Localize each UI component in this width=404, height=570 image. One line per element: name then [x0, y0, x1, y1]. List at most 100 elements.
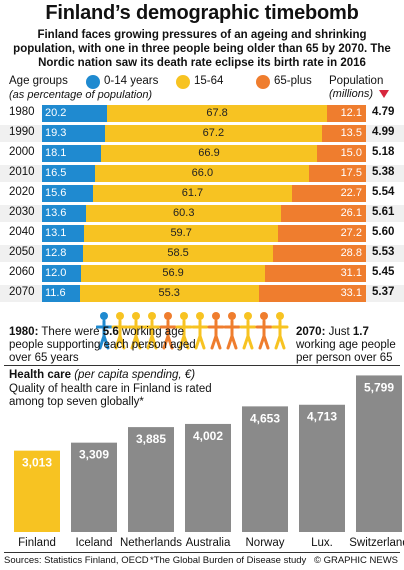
- age-row-2020: 2020 15.6 61.7 22.7 5.54: [0, 185, 404, 202]
- year-label: 2010: [9, 166, 35, 178]
- year-label: 2020: [9, 186, 35, 198]
- legend-swatch-old: [256, 75, 270, 89]
- stat-2070: 2070: Just 1.7 working age people per pe…: [296, 326, 396, 364]
- category-label: Switzerland: [349, 537, 404, 549]
- year-label: 2040: [9, 226, 35, 238]
- person-icon: [207, 312, 225, 350]
- population-unit: (millions): [329, 88, 373, 100]
- old-segment: 22.7: [292, 185, 366, 202]
- year-label: 2050: [9, 246, 35, 258]
- population-value: 5.37: [372, 286, 395, 298]
- person-icon: [223, 312, 241, 350]
- population-value: 4.79: [372, 106, 395, 118]
- old-segment: 12.1: [326, 105, 366, 122]
- working-segment: 56.9: [80, 265, 266, 282]
- person-icon: [255, 312, 273, 350]
- young-segment: 16.5: [42, 165, 96, 182]
- legend-swatch-working: [176, 75, 190, 89]
- working-segment: 66.9: [100, 145, 318, 162]
- category-label: Finland: [18, 537, 56, 549]
- bar: [14, 450, 60, 532]
- bar-value-label: 4,002: [193, 429, 223, 443]
- person-icon: [127, 312, 145, 350]
- young-segment: 11.6: [42, 285, 80, 302]
- old-segment: 28.8: [272, 245, 366, 262]
- bar-value-label: 3,013: [22, 456, 52, 470]
- population-heading: Population (millions): [329, 75, 383, 101]
- category-label: Lux.: [311, 537, 333, 549]
- working-segment: 67.8: [107, 105, 327, 122]
- stat-1980: 1980: There were 5.6 working age people …: [9, 326, 196, 364]
- person-icon: [159, 312, 177, 350]
- bar-value-label: 4,713: [307, 410, 337, 424]
- health-care-note: Quality of health care in Finland is rat…: [9, 383, 212, 408]
- bar: [185, 423, 231, 532]
- year-label: 2000: [9, 146, 35, 158]
- age-row-2040: 2040 13.1 59.7 27.2 5.60: [0, 225, 404, 242]
- bar: [71, 442, 117, 532]
- person-icon: [111, 312, 129, 350]
- category-label: Netherlands: [120, 537, 182, 549]
- legend-label-young: 0-14 years: [104, 75, 159, 87]
- health-spending-chart: 3,013 Finland 3,309 Iceland 3,885 Netherlands…: [14, 375, 404, 549]
- category-label: Norway: [246, 537, 285, 549]
- age-row-1980: 1980 20.2 67.8 12.1 4.79: [0, 105, 404, 122]
- year-label: 1980: [9, 106, 35, 118]
- population-value: 4.99: [372, 126, 395, 138]
- age-row-1990: 1990 19.3 67.2 13.5 4.99: [0, 125, 404, 142]
- section-divider: [4, 365, 400, 366]
- legend-swatch-young: [86, 75, 100, 89]
- page-title: Finland’s demographic timebomb: [45, 2, 359, 24]
- old-segment: 27.2: [277, 225, 366, 242]
- age-row-2060: 2060 12.0 56.9 31.1 5.45: [0, 265, 404, 282]
- population-value: 5.38: [372, 166, 395, 178]
- legend-subheading: (as percentage of population): [9, 89, 153, 101]
- legend-label-working: 15-64: [194, 75, 224, 87]
- bar: [242, 406, 288, 532]
- age-row-2030: 2030 13.6 60.3 26.1 5.61: [0, 205, 404, 222]
- population-value: 5.18: [372, 146, 395, 158]
- bar-value-label: 3,309: [79, 448, 109, 462]
- old-segment: 26.1: [281, 205, 366, 222]
- old-segment: 31.1: [265, 265, 366, 282]
- person-icon: [191, 312, 209, 350]
- person-icon: [175, 312, 193, 350]
- young-segment: 12.0: [42, 265, 81, 282]
- young-segment: 20.2: [42, 105, 108, 122]
- working-segment: 59.7: [84, 225, 278, 242]
- category-label: Iceland: [75, 537, 112, 549]
- year-label: 2060: [9, 266, 35, 278]
- old-segment: 33.1: [258, 285, 366, 302]
- working-segment: 58.5: [83, 245, 273, 262]
- old-segment: 17.5: [309, 165, 366, 182]
- bar: [128, 427, 174, 532]
- person-icon: [239, 312, 257, 350]
- population-value: 5.54: [372, 186, 395, 198]
- working-segment: 67.2: [104, 125, 323, 142]
- bar-value-label: 3,885: [136, 432, 166, 446]
- bar: [299, 404, 345, 532]
- working-segment: 60.3: [86, 205, 282, 222]
- working-segment: 61.7: [92, 185, 293, 202]
- category-label: Australia: [186, 537, 231, 549]
- old-segment: 13.5: [322, 125, 366, 142]
- working-segment: 66.0: [95, 165, 310, 182]
- person-icon: [96, 312, 113, 350]
- young-segment: 19.3: [42, 125, 105, 142]
- young-segment: 18.1: [42, 145, 101, 162]
- person-icon: [143, 312, 161, 350]
- bar-value-label: 4,653: [250, 411, 280, 425]
- year-label: 2030: [9, 206, 35, 218]
- old-segment: 15.0: [317, 145, 366, 162]
- sources: Sources: Statistics Finland, OECD: [4, 555, 149, 566]
- credit: © GRAPHIC NEWS: [313, 555, 398, 566]
- people-illustration: [96, 312, 289, 350]
- down-arrow-icon: [379, 90, 389, 98]
- age-row-2050: 2050 12.8 58.5 28.8 5.53: [0, 245, 404, 262]
- footnote: *The Global Burden of Disease study: [150, 555, 307, 566]
- year-label: 2070: [9, 286, 35, 298]
- bar-value-label: 5,799: [364, 380, 394, 394]
- legend-heading: Age groups: [9, 75, 68, 87]
- health-care-title: Health care (per capita spending, €): [9, 369, 196, 381]
- page-subtitle: Finland faces growing pressures of an ag…: [13, 29, 391, 69]
